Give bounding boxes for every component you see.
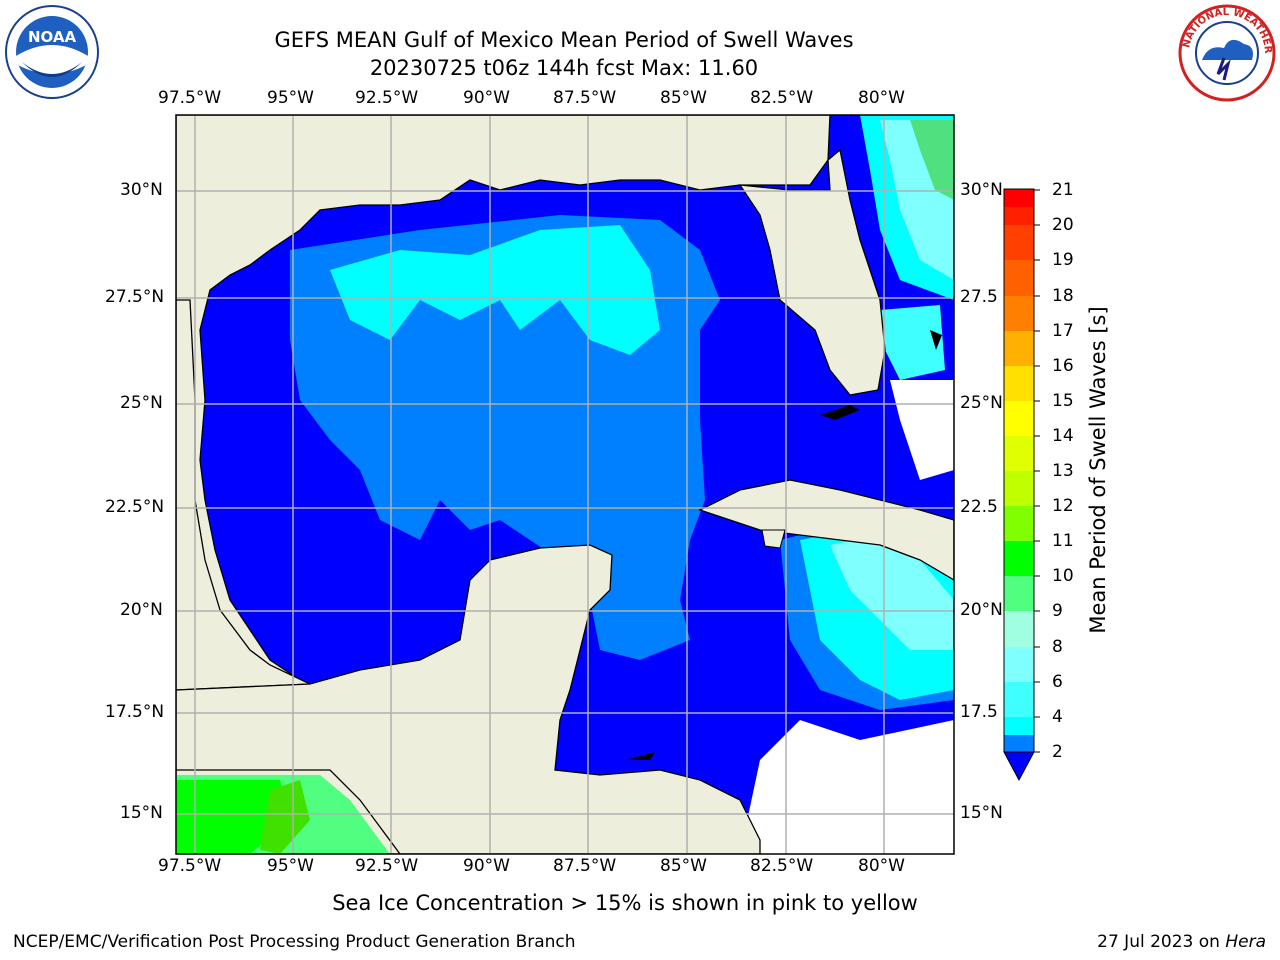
land-florida [738,148,886,396]
colorbar-extend-arrow [1003,751,1035,782]
colorbar-tick: 2 [1052,742,1063,762]
lat-label-left: 27.5°N [105,287,165,307]
lat-label-left: 20°N [120,600,163,620]
lon-label-top: 87.5°W [553,88,617,108]
colorbar-tick: 8 [1052,637,1063,657]
lat-label-right: 30°N [960,180,1003,200]
lon-label-bottom: 87.5°W [553,856,617,876]
lat-label-right: 27.5 [960,287,998,307]
colorbar-tick: 21 [1052,180,1074,200]
map-subtitle: 20230725 t06z 144h fcst Max: 11.60 [369,56,759,80]
lat-label-left: 22.5°N [105,497,165,517]
lat-label-left: 25°N [120,393,163,413]
lat-label-left: 17.5°N [105,702,165,722]
sea-ice-note: Sea Ice Concentration > 15% is shown in … [332,891,918,915]
lon-label-bottom: 97.5°W [158,856,222,876]
colorbar-tick: 10 [1052,566,1074,586]
lat-label-right: 15°N [960,803,1003,823]
colorbar-tick: 6 [1052,672,1063,692]
land-usa [176,115,831,681]
colorbar-tick: 14 [1052,426,1074,446]
colorbar-tick: 13 [1052,461,1074,481]
lon-label-bottom: 92.5°W [355,856,419,876]
lat-label-right: 22.5 [960,497,998,517]
footer-date-text: 27 Jul 2023 on [1097,932,1226,952]
map-area [176,115,954,854]
lon-label-bottom: 82.5°W [750,856,814,876]
lat-label-right: 20°N [960,600,1003,620]
lon-label-top: 80°W [858,88,905,108]
no-data-area [740,720,954,854]
colorbar-tick: 18 [1052,286,1074,306]
colorbar-tick: 15 [1052,391,1074,411]
colorbar-label: Mean Period of Swell Waves [s] [1086,306,1110,634]
colorbar-tick: 11 [1052,531,1074,551]
lon-label-top: 82.5°W [750,88,814,108]
lon-label-bottom: 90°W [463,856,510,876]
nws-logo: NATIONAL WEATHER SERVICE [1174,0,1276,102]
colorbar-tick: 16 [1052,356,1074,376]
map-frame [175,114,955,855]
graticule [176,115,954,854]
lat-label-right: 25°N [960,393,1003,413]
lon-label-top: 90°W [463,88,510,108]
lon-label-top: 92.5°W [355,88,419,108]
footer-date: 27 Jul 2023 on Hera [1097,932,1266,952]
lon-label-top: 85°W [660,88,707,108]
lon-label-bottom: 80°W [858,856,905,876]
colorbar-tick: 19 [1052,250,1074,270]
colorbar [1003,188,1040,782]
lon-label-top: 97.5°W [158,88,222,108]
colorbar-tick: 12 [1052,496,1074,516]
lon-label-top: 95°W [267,88,314,108]
map-title: GEFS MEAN Gulf of Mexico Mean Period of … [274,28,854,52]
swell-period-4-6 [330,225,660,355]
colorbar-tick: 9 [1052,601,1063,621]
noaa-logo: NOAA [4,4,100,100]
colorbar-tick: 4 [1052,707,1063,727]
footer-host: Hera [1225,932,1266,952]
noaa-logo-text: NOAA [28,28,77,46]
lon-label-bottom: 85°W [660,856,707,876]
lat-label-left: 15°N [120,803,163,823]
colorbar-tick: 20 [1052,215,1074,235]
no-data-area-2 [890,380,954,480]
lat-label-right: 17.5 [960,702,998,722]
lat-label-left: 30°N [120,180,163,200]
colorbar-tick: 17 [1052,321,1074,341]
lon-label-bottom: 95°W [267,856,314,876]
footer-credit: NCEP/EMC/Verification Post Processing Pr… [13,932,576,952]
